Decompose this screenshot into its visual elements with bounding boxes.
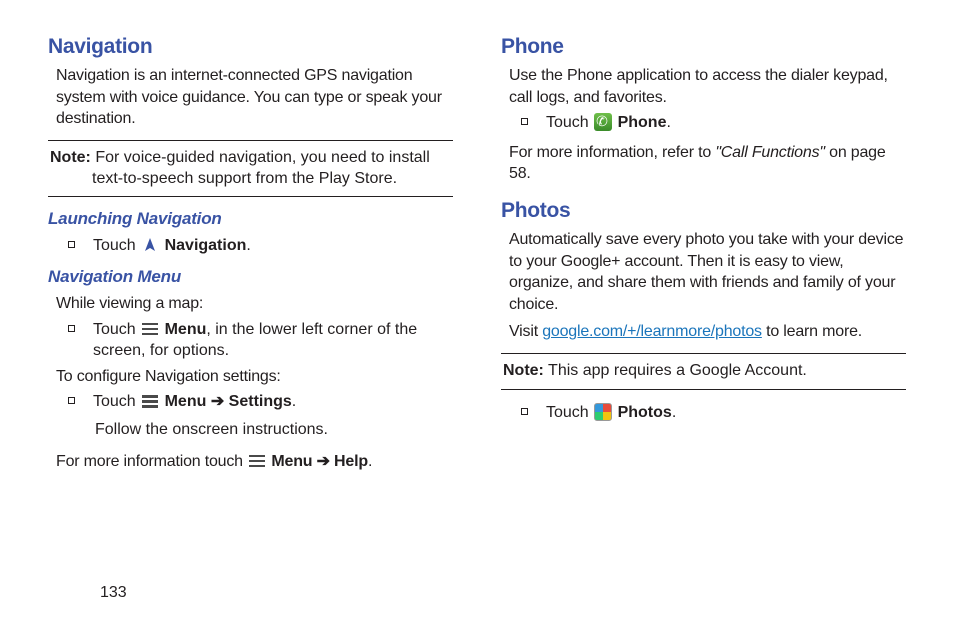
settings-label: Settings [224,393,292,410]
note-text: This app requires a Google Account. [544,362,807,379]
bullet-icon [68,325,75,332]
menu-icon [248,452,266,470]
bullet-menu-settings: Touch Menu ➔ Settings. [68,391,453,413]
help-label: Help [330,453,368,470]
arrow-icon: ➔ [317,451,330,473]
note-google-account: Note: This app requires a Google Account… [501,353,906,390]
heading-phone: Phone [501,35,906,59]
navigation-icon [141,236,159,254]
period: . [666,114,670,131]
photos-icon [594,403,612,421]
menu-label: Menu [160,393,211,410]
photos-intro: Automatically save every photo you take … [509,229,906,315]
subheading-navigation-menu: Navigation Menu [48,267,453,287]
phone-icon [594,113,612,131]
period: . [292,393,296,410]
touch-label: Touch [546,404,593,421]
touch-label: Touch [93,393,140,410]
bullet-icon [68,397,75,404]
refer-title: "Call Functions" [715,144,825,161]
period: . [672,404,676,421]
configure-settings-intro: To configure Navigation settings: [56,366,453,388]
touch-label: Touch [546,114,593,131]
phone-app-label: Phone [613,114,666,131]
page-number: 133 [100,584,127,602]
subheading-launching-navigation: Launching Navigation [48,209,453,229]
bullet-touch-phone: Touch Phone. [521,112,906,134]
heading-navigation: Navigation [48,35,453,59]
navigation-intro: Navigation is an internet-connected GPS … [56,65,453,130]
bullet-icon [521,118,528,125]
follow-instructions: Follow the onscreen instructions. [95,419,453,441]
note-text: For voice-guided navigation, you need to… [92,149,430,187]
two-column-layout: Navigation Navigation is an internet-con… [48,35,906,476]
visit-suffix: to learn more. [762,323,862,340]
photos-learnmore-link[interactable]: google.com/+/learnmore/photos [542,323,762,340]
navigation-app-label: Navigation [160,237,246,254]
visit-prefix: Visit [509,323,542,340]
left-column: Navigation Navigation is an internet-con… [48,35,453,476]
period: . [368,453,372,470]
menu-icon [141,320,159,338]
heading-photos: Photos [501,199,906,223]
bullet-menu-options: Touch Menu, in the lower left corner of … [68,319,453,362]
touch-label: Touch [93,237,140,254]
more-info-help: For more information touch Menu ➔ Help. [56,451,453,473]
photos-app-label: Photos [613,404,672,421]
visit-link-line: Visit google.com/+/learnmore/photos to l… [509,321,906,343]
menu-label: Menu [267,453,316,470]
refer-call-functions: For more information, refer to "Call Fun… [509,142,906,185]
right-column: Phone Use the Phone application to acces… [501,35,906,476]
while-viewing-map: While viewing a map: [56,293,453,315]
touch-label: Touch [93,321,140,338]
phone-intro: Use the Phone application to access the … [509,65,906,108]
bullet-icon [68,241,75,248]
bullet-touch-photos: Touch Photos. [521,402,906,424]
arrow-icon: ➔ [211,391,224,413]
period: . [246,237,250,254]
more-info-prefix: For more information touch [56,453,247,470]
bullet-icon [521,408,528,415]
note-label: Note: [503,362,544,379]
menu-icon [141,392,159,410]
note-voice-guided: Note: For voice-guided navigation, you n… [48,140,453,198]
menu-label: Menu [160,321,206,338]
bullet-launch-navigation: Touch Navigation. [68,235,453,257]
refer-prefix: For more information, refer to [509,144,715,161]
note-label: Note: [50,149,91,166]
